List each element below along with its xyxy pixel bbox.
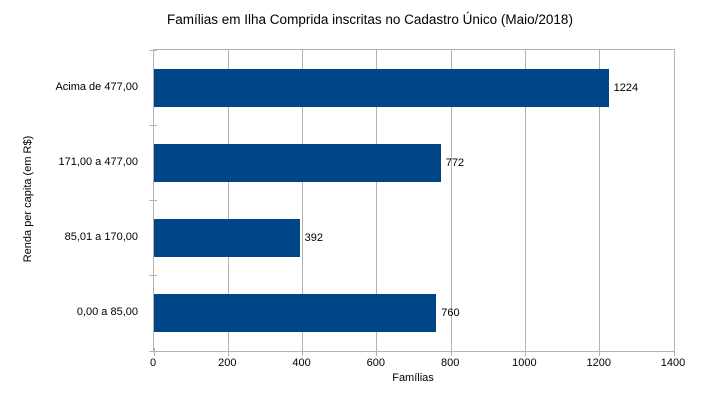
x-axis-tick [599, 348, 601, 356]
bar [154, 294, 437, 333]
gridline [450, 50, 452, 351]
x-axis-tick [302, 348, 304, 356]
plot-area: 1224 772 392 760 [149, 49, 675, 356]
bar-value-label: 392 [304, 232, 323, 245]
category-label: 85,01 a 170,00 [64, 231, 138, 244]
x-axis-tick-label: 0 [149, 357, 157, 369]
x-axis-tick [376, 348, 378, 356]
x-axis-tick-label: 1200 [586, 357, 611, 369]
x-axis-tick [153, 348, 155, 356]
gridline [227, 50, 229, 351]
x-axis-tick-label: 1000 [512, 357, 537, 369]
gridline [599, 50, 601, 351]
x-axis-tick [673, 348, 675, 356]
y-axis-tick [149, 124, 157, 126]
category-label: 0,00 a 85,00 [76, 306, 138, 319]
x-axis-tick [450, 348, 452, 356]
bar [154, 143, 441, 182]
x-axis-tick-labels: 0 200 400 600 800 1000 1200 1400 [149, 357, 685, 371]
x-axis-tick-label: 800 [440, 357, 460, 369]
x-axis-title: Famílias [392, 372, 434, 384]
bar [154, 68, 609, 107]
bar-value-label: 760 [441, 307, 460, 320]
category-label: 171,00 a 477,00 [58, 155, 138, 168]
x-axis-tick [524, 348, 526, 356]
gridline [376, 50, 378, 351]
y-axis-tick [149, 275, 157, 277]
y-axis-tick [149, 350, 157, 352]
y-axis-category-labels: Acima de 477,00 171,00 a 477,00 85,01 a 17… [0, 49, 146, 350]
y-axis-tick [149, 49, 157, 51]
bar-value-label: 1224 [613, 81, 639, 94]
x-axis-tick-label: 600 [366, 357, 386, 369]
x-axis-tick-label: 200 [218, 357, 237, 369]
y-axis-tick [149, 200, 157, 201]
bar [154, 219, 300, 258]
chart-title: Famílias em Ilha Comprida inscritas no C… [167, 12, 573, 27]
category-label: Acima de 477,00 [55, 80, 138, 93]
x-axis-tick [227, 348, 229, 356]
bar-value-label: 772 [445, 156, 465, 169]
gridline [302, 50, 304, 351]
x-axis-tick-label: 400 [292, 357, 311, 369]
gridline [524, 50, 526, 351]
x-axis-tick-label: 1400 [660, 357, 686, 369]
